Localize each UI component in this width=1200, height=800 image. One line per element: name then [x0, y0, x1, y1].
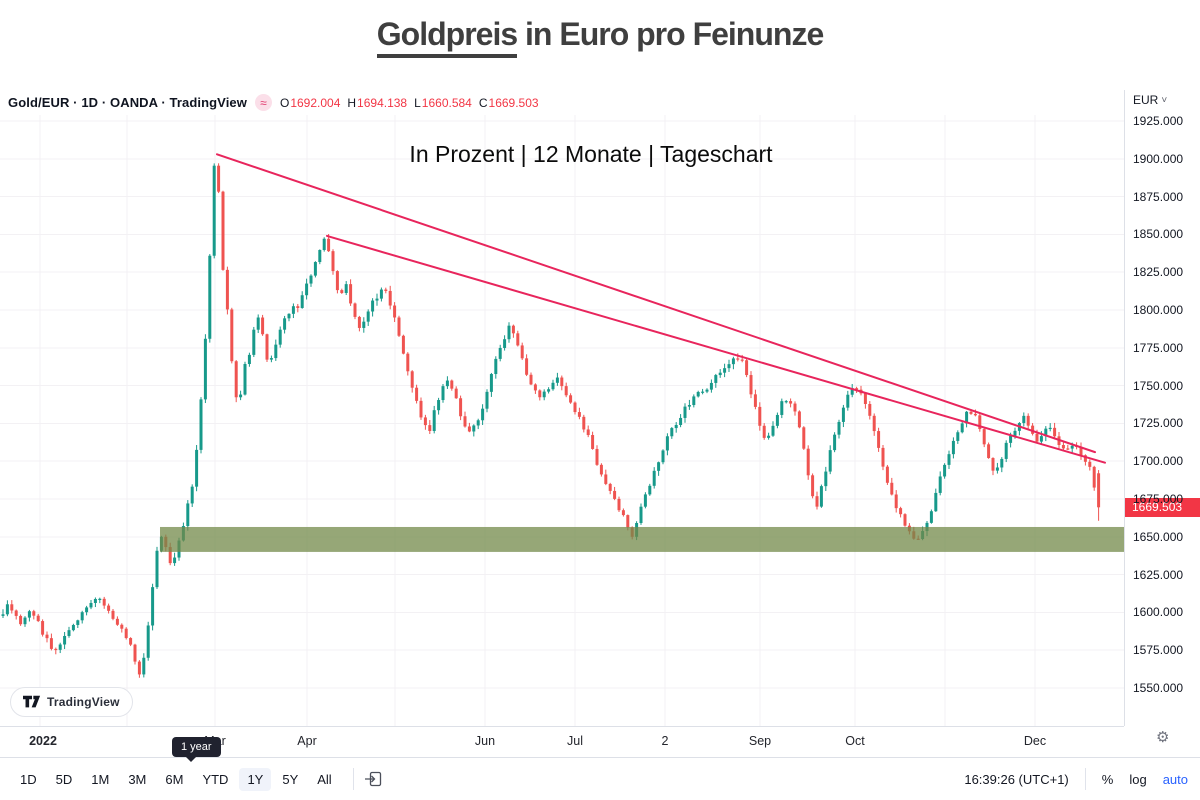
- price-tick: 1725.000: [1133, 416, 1184, 431]
- time-tick: Apr: [297, 734, 317, 748]
- clock[interactable]: 16:39:26 (UTC+1): [964, 771, 1069, 787]
- price-tick: 1775.000: [1133, 340, 1184, 355]
- toolbar-divider-2: [1084, 768, 1086, 790]
- price-tick: 1675.000: [1133, 492, 1184, 506]
- time-tick: Oct: [845, 734, 865, 748]
- price-tick: 1600.000: [1133, 605, 1184, 620]
- approx-badge-icon[interactable]: ≈: [254, 94, 272, 111]
- tradingview-logo[interactable]: TradingView: [10, 687, 133, 717]
- last-price-tag: 1669.503: [1125, 497, 1200, 517]
- price-tick: 1850.000: [1133, 227, 1184, 242]
- time-tick: Sep: [748, 734, 772, 748]
- chart-plot[interactable]: In Prozent | 12 Monate | Tageschart Trad…: [0, 115, 1124, 726]
- ohlc-values: O 1692.004 H 1694.138 L 1660.584 C 1669.503: [280, 96, 539, 110]
- page-title-underlined: Goldpreis: [376, 16, 518, 58]
- range-button-1m[interactable]: 1M: [91, 771, 110, 787]
- tradingview-logo-mark-icon: [23, 695, 41, 708]
- currency-label: EUR: [1133, 93, 1159, 107]
- price-axis[interactable]: EUR ˅ 1669.503 1925.000 1900.000 1875.000 1…: [1124, 90, 1200, 726]
- range-buttons: 1D 5D 1M 3M 6M YTD 1Y 5Y All: [12, 767, 343, 791]
- chart-subtitle: In Prozent | 12 Monate | Tageschart: [409, 141, 773, 167]
- toolbar-right: 16:39:26 (UTC+1) % log auto: [964, 768, 1188, 790]
- price-tick: 1575.000: [1133, 643, 1184, 658]
- auto-scale-button[interactable]: auto: [1162, 771, 1188, 787]
- ohlc-open: O 1692.004: [279, 95, 341, 110]
- range-button-5y[interactable]: 5Y: [282, 771, 299, 787]
- one-year-tooltip: 1 year: [172, 737, 221, 762]
- price-tick: 1800.000: [1133, 303, 1184, 317]
- candlestick-chart-canvas[interactable]: [0, 115, 1124, 726]
- range-button-6m[interactable]: 6M: [165, 771, 184, 787]
- price-tick: 1875.000: [1133, 189, 1184, 204]
- toolbar-divider: [352, 768, 354, 790]
- page-title: Goldpreis in Euro pro Feinunze: [0, 16, 1200, 58]
- price-tick: 1750.000: [1133, 378, 1184, 393]
- price-scale-currency[interactable]: EUR ˅: [1133, 93, 1167, 107]
- percent-scale-button[interactable]: %: [1101, 771, 1114, 787]
- time-tick: Jun: [474, 734, 496, 748]
- range-button-ytd[interactable]: YTD: [202, 771, 229, 787]
- price-tick: 1825.000: [1133, 265, 1184, 280]
- log-scale-button[interactable]: log: [1129, 771, 1147, 787]
- bottom-toolbar: 1D 5D 1M 3M 6M YTD 1Y 5Y All 16:39:26 (UTC+1) % …: [0, 757, 1200, 800]
- price-tick: 1900.000: [1133, 151, 1184, 166]
- settings-gear-icon[interactable]: ⚙: [1156, 728, 1170, 746]
- time-axis[interactable]: 2022MarAprJunJul2SepOctDec: [0, 726, 1124, 758]
- price-tick: 1650.000: [1133, 529, 1184, 544]
- ohlc-close: C 1669.503: [478, 95, 539, 110]
- price-tick: 1550.000: [1133, 681, 1184, 695]
- tradingview-logo-text: TradingView: [47, 695, 120, 709]
- price-tick: 1925.000: [1133, 114, 1184, 128]
- range-button-3m[interactable]: 3M: [128, 771, 147, 787]
- range-button-1y[interactable]: 1Y: [239, 767, 272, 791]
- range-button-1d[interactable]: 1D: [20, 771, 37, 787]
- price-tick: 1625.000: [1133, 567, 1184, 582]
- time-tick: 2022: [29, 734, 57, 748]
- time-tick: 2: [661, 734, 669, 748]
- time-tick: Dec: [1023, 734, 1047, 748]
- page-title-rest: in Euro pro Feinunze: [517, 16, 824, 52]
- chevron-down-icon: ˅: [1161, 94, 1168, 106]
- go-to-date-icon[interactable]: [364, 769, 384, 789]
- price-tick: 1700.000: [1133, 454, 1184, 469]
- time-tick: Jul: [567, 734, 583, 748]
- ohlc-low: L 1660.584: [414, 95, 472, 110]
- symbol-title[interactable]: Gold/EUR · 1D · OANDA · TradingView: [8, 95, 247, 110]
- range-button-5d[interactable]: 5D: [55, 771, 73, 787]
- ohlc-high: H 1694.138: [347, 95, 408, 110]
- range-button-all[interactable]: All: [317, 771, 332, 787]
